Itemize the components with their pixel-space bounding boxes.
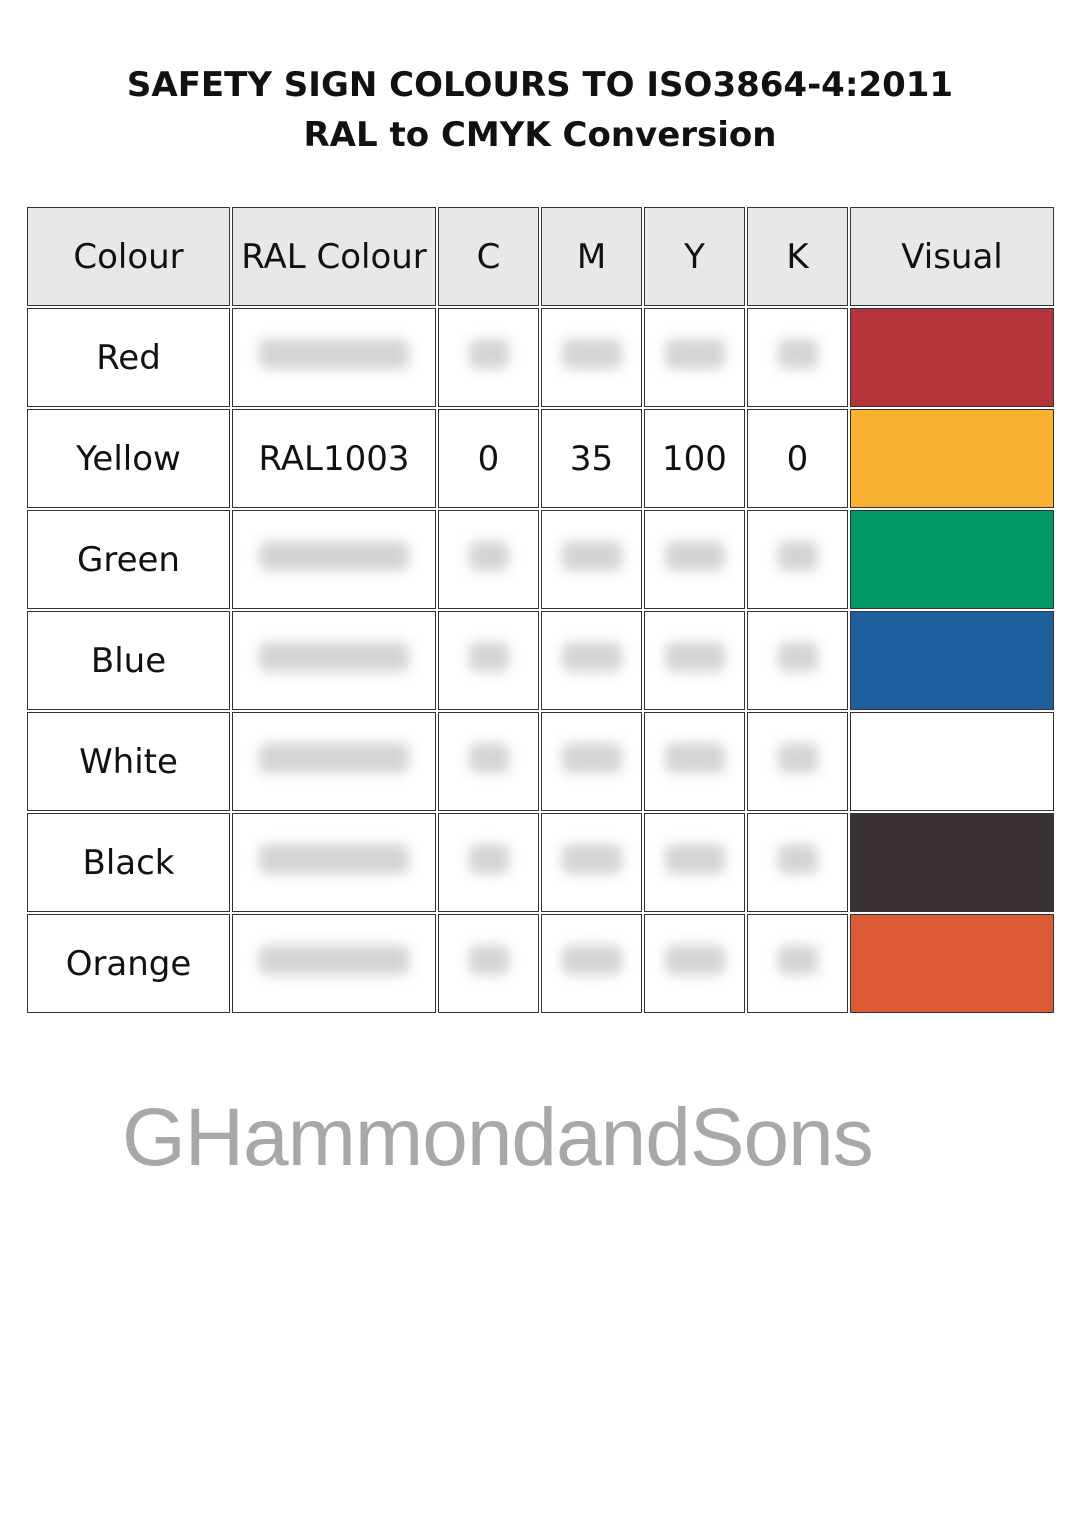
cell-colour: Blue xyxy=(27,611,230,710)
cell-visual-swatch xyxy=(850,914,1054,1013)
colour-conversion-table: Colour RAL Colour C M Y K Visual Red Yell… xyxy=(25,205,1056,1015)
cell-colour: Green xyxy=(27,510,230,609)
blurred-value xyxy=(468,944,509,975)
cell-ral-blurred xyxy=(232,611,436,710)
blurred-value xyxy=(664,338,725,369)
header-m: M xyxy=(541,207,642,306)
table-row: Blue xyxy=(27,611,1054,710)
cell-y-blurred xyxy=(644,712,745,811)
cell-k-blurred xyxy=(747,914,848,1013)
blurred-value xyxy=(259,540,409,571)
table-row: Yellow RAL1003 0 35 100 0 xyxy=(27,409,1054,508)
blurred-value xyxy=(468,742,509,773)
blurred-value xyxy=(561,338,622,369)
cell-c-blurred xyxy=(438,611,539,710)
cell-ral-blurred xyxy=(232,308,436,407)
header-colour: Colour xyxy=(27,207,230,306)
cell-c-blurred xyxy=(438,712,539,811)
header-ral: RAL Colour xyxy=(232,207,436,306)
blurred-value xyxy=(777,843,818,874)
title-line-2: RAL to CMYK Conversion xyxy=(303,115,777,155)
cell-colour: Yellow xyxy=(27,409,230,508)
cell-k-blurred xyxy=(747,308,848,407)
blurred-value xyxy=(777,540,818,571)
cell-c-blurred xyxy=(438,813,539,912)
blurred-value xyxy=(468,338,509,369)
blurred-value xyxy=(664,641,725,672)
cell-k-blurred xyxy=(747,611,848,710)
cell-k-blurred xyxy=(747,813,848,912)
cell-visual-swatch xyxy=(850,308,1054,407)
header-k: K xyxy=(747,207,848,306)
blurred-value xyxy=(561,540,622,571)
cell-colour: Red xyxy=(27,308,230,407)
blurred-value xyxy=(468,540,509,571)
cell-colour: Black xyxy=(27,813,230,912)
table-row: Red xyxy=(27,308,1054,407)
cell-ral-blurred xyxy=(232,510,436,609)
cell-y-blurred xyxy=(644,611,745,710)
cell-k-blurred xyxy=(747,510,848,609)
cell-colour: White xyxy=(27,712,230,811)
cell-m-blurred xyxy=(541,611,642,710)
cell-c-blurred xyxy=(438,308,539,407)
table-row: White xyxy=(27,712,1054,811)
cell-m: 35 xyxy=(541,409,642,508)
cell-visual-swatch xyxy=(850,813,1054,912)
cell-m-blurred xyxy=(541,914,642,1013)
table-row: Black xyxy=(27,813,1054,912)
blurred-value xyxy=(777,944,818,975)
blurred-value xyxy=(561,944,622,975)
cell-m-blurred xyxy=(541,510,642,609)
cell-m-blurred xyxy=(541,308,642,407)
cell-ral: RAL1003 xyxy=(232,409,436,508)
cell-visual-swatch xyxy=(850,712,1054,811)
document-title: SAFETY SIGN COLOURS TO ISO3864-4:2011 RA… xyxy=(0,60,1080,160)
blurred-value xyxy=(259,843,409,874)
cell-visual-swatch xyxy=(850,510,1054,609)
cell-ral-blurred xyxy=(232,914,436,1013)
cell-k: 0 xyxy=(747,409,848,508)
table-row: Green xyxy=(27,510,1054,609)
cell-y: 100 xyxy=(644,409,745,508)
blurred-value xyxy=(259,641,409,672)
blurred-value xyxy=(777,338,818,369)
cell-ral-blurred xyxy=(232,712,436,811)
blurred-value xyxy=(259,742,409,773)
header-row: Colour RAL Colour C M Y K Visual xyxy=(27,207,1054,306)
cell-y-blurred xyxy=(644,510,745,609)
cell-y-blurred xyxy=(644,813,745,912)
blurred-value xyxy=(561,843,622,874)
header-visual: Visual xyxy=(850,207,1054,306)
blurred-value xyxy=(664,944,725,975)
table-row: Orange xyxy=(27,914,1054,1013)
cell-y-blurred xyxy=(644,308,745,407)
blurred-value xyxy=(664,742,725,773)
title-line-1: SAFETY SIGN COLOURS TO ISO3864-4:2011 xyxy=(126,65,954,105)
blurred-value xyxy=(664,843,725,874)
blurred-value xyxy=(259,338,409,369)
blurred-value xyxy=(777,641,818,672)
blurred-value xyxy=(259,944,409,975)
blurred-value xyxy=(777,742,818,773)
blurred-value xyxy=(468,641,509,672)
header-y: Y xyxy=(644,207,745,306)
cell-m-blurred xyxy=(541,712,642,811)
cell-c: 0 xyxy=(438,409,539,508)
cell-y-blurred xyxy=(644,914,745,1013)
cell-k-blurred xyxy=(747,712,848,811)
header-c: C xyxy=(438,207,539,306)
blurred-value xyxy=(468,843,509,874)
cell-c-blurred xyxy=(438,510,539,609)
cell-ral-blurred xyxy=(232,813,436,912)
blurred-value xyxy=(664,540,725,571)
cell-colour: Orange xyxy=(27,914,230,1013)
cell-c-blurred xyxy=(438,914,539,1013)
blurred-value xyxy=(561,641,622,672)
cell-visual-swatch xyxy=(850,409,1054,508)
watermark: GHammondandSons xyxy=(122,1092,874,1183)
cell-visual-swatch xyxy=(850,611,1054,710)
blurred-value xyxy=(561,742,622,773)
cell-m-blurred xyxy=(541,813,642,912)
